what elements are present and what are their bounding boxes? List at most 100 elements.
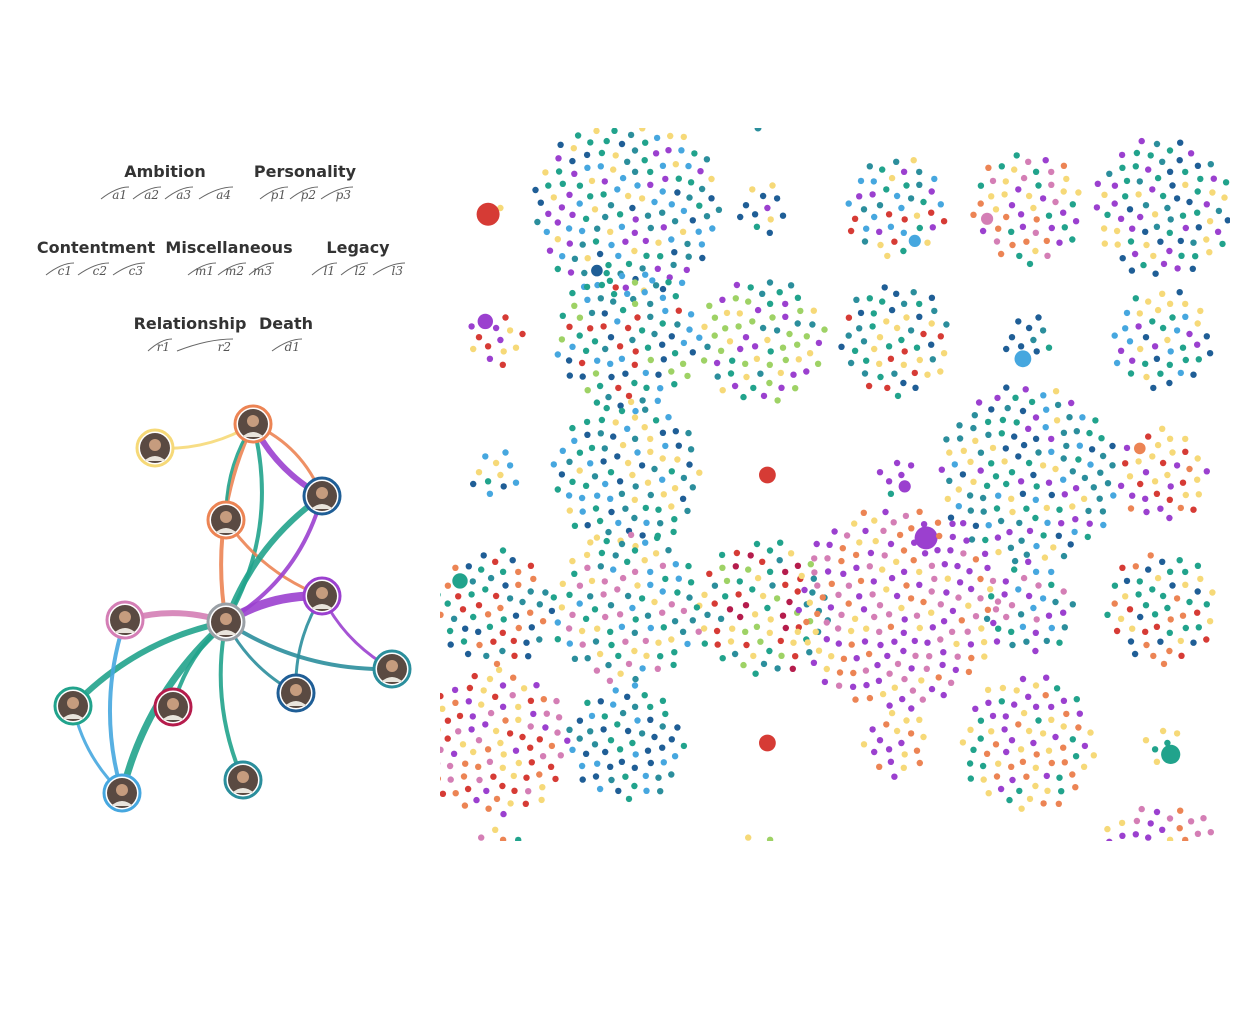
cluster-dot <box>1015 721 1022 728</box>
angelica-portrait-icon[interactable] <box>105 600 145 640</box>
cluster-dot <box>815 647 823 654</box>
motif-label-m2[interactable]: m2 <box>225 264 244 278</box>
philip-portrait-icon[interactable] <box>223 760 263 800</box>
eliza-portrait-icon[interactable] <box>102 773 142 813</box>
cluster-3-2[interactable] <box>693 539 831 677</box>
cluster-dot <box>999 416 1007 424</box>
mulligan-portrait-icon[interactable] <box>206 500 246 540</box>
jefferson-portrait-icon[interactable] <box>302 576 342 616</box>
motif-label-a4[interactable]: a4 <box>216 188 231 202</box>
cluster-3-0[interactable] <box>434 547 556 668</box>
cluster-dot <box>984 686 992 694</box>
portrait-body <box>114 628 136 633</box>
burr-portrait-icon[interactable] <box>233 404 273 444</box>
motif-label-a2[interactable]: a2 <box>144 188 159 202</box>
washington-portrait-icon[interactable] <box>302 476 342 516</box>
cluster-1-4[interactable] <box>1003 314 1053 368</box>
motif-label-m3[interactable]: m3 <box>253 264 272 278</box>
cluster-dot <box>634 717 641 724</box>
cluster-dot <box>876 628 883 635</box>
motif-label-r1[interactable]: r1 <box>157 340 170 354</box>
cluster-4-1[interactable] <box>566 682 688 803</box>
motif-label-p2[interactable]: p2 <box>301 188 316 202</box>
cluster-2-2[interactable] <box>759 466 776 484</box>
motif-label-c2[interactable]: c2 <box>93 264 107 278</box>
cluster-dot <box>515 703 522 711</box>
cluster-5-5[interactable] <box>1090 805 1238 950</box>
cluster-dot <box>1026 795 1034 803</box>
cluster-4-3[interactable] <box>860 709 927 780</box>
lee-portrait-icon[interactable] <box>53 686 93 726</box>
cluster-0-4[interactable] <box>970 152 1082 268</box>
cluster-dot <box>631 496 638 503</box>
cluster-4-0[interactable] <box>419 666 571 818</box>
cluster-dot <box>1033 616 1040 623</box>
cluster-dot <box>916 181 923 188</box>
cluster-2-3[interactable] <box>876 459 915 497</box>
cluster-1-1[interactable] <box>554 269 703 415</box>
cluster-2-0[interactable] <box>470 449 520 497</box>
cluster-dot <box>631 361 638 368</box>
cluster-dot <box>823 665 830 673</box>
cluster-4-2[interactable] <box>759 734 776 752</box>
motif-label-d1[interactable]: d1 <box>285 340 300 354</box>
cluster-dot <box>543 710 550 717</box>
motif-label-l3[interactable]: l3 <box>392 264 404 278</box>
cluster-dot <box>597 295 604 302</box>
hamilton-portrait-icon[interactable] <box>206 602 246 642</box>
cluster-2-5[interactable] <box>1117 425 1211 522</box>
cluster-0-1[interactable] <box>532 113 723 303</box>
cluster-1-0[interactable] <box>468 313 526 368</box>
cluster-dot <box>499 647 506 655</box>
cluster-0-3[interactable] <box>845 157 948 260</box>
cluster-0-5[interactable] <box>1093 137 1231 277</box>
cluster-1-3[interactable] <box>838 284 950 400</box>
cluster-dot <box>444 717 452 724</box>
motif-label-l2[interactable]: l2 <box>355 264 366 278</box>
motif-arc <box>289 186 319 200</box>
motif-label-l1[interactable]: l1 <box>324 264 335 278</box>
motif-label-a1[interactable]: a1 <box>112 188 127 202</box>
cluster-dot <box>1011 701 1018 708</box>
theme-title: Death <box>259 314 313 333</box>
cluster-dot <box>581 269 588 277</box>
cluster-2-4[interactable] <box>938 384 1117 565</box>
cluster-1-2[interactable] <box>700 279 828 404</box>
ensemble-photo-icon[interactable] <box>135 428 175 468</box>
cluster-1-5[interactable] <box>1111 289 1214 392</box>
cluster-dot <box>456 712 464 720</box>
laurens-portrait-icon[interactable] <box>372 649 412 689</box>
cluster-0-2[interactable] <box>737 182 787 236</box>
motif-label-a3[interactable]: a3 <box>176 188 191 202</box>
cluster-3-4[interactable] <box>983 558 1077 655</box>
cluster-dot <box>794 628 801 635</box>
cluster-dot <box>853 655 860 662</box>
cluster-dot <box>515 836 522 841</box>
peggy-portrait-icon[interactable] <box>153 687 193 727</box>
cluster-dot <box>867 549 875 557</box>
cluster-dot <box>993 238 1001 245</box>
cluster-dot <box>619 574 627 582</box>
cluster-dot <box>642 369 649 377</box>
cluster-5-2[interactable] <box>722 834 802 916</box>
motif-label-c1[interactable]: c1 <box>58 264 72 278</box>
cluster-3-5[interactable] <box>1104 552 1216 668</box>
cluster-3-1[interactable] <box>550 531 703 684</box>
cluster-5-0[interactable] <box>445 826 544 923</box>
cluster-4-5[interactable] <box>1142 727 1181 765</box>
cluster-dot <box>569 343 576 350</box>
motif-label-c3[interactable]: c3 <box>129 264 144 278</box>
cluster-dot <box>614 586 621 593</box>
cluster-0-0[interactable] <box>476 202 504 226</box>
cluster-dot <box>1142 897 1148 903</box>
cluster-2-1[interactable] <box>550 398 703 550</box>
seabury-portrait-icon[interactable] <box>276 673 316 713</box>
cluster-dot <box>1174 933 1180 939</box>
cluster-4-4[interactable] <box>959 674 1098 812</box>
cluster-3-3[interactable] <box>794 508 1002 712</box>
motif-label-m1[interactable]: m1 <box>195 264 214 278</box>
motif-label-p1[interactable]: p1 <box>271 188 286 202</box>
cluster-dot <box>794 562 802 569</box>
motif-label-p3[interactable]: p3 <box>336 188 352 202</box>
motif-label-r2[interactable]: r2 <box>218 340 231 354</box>
